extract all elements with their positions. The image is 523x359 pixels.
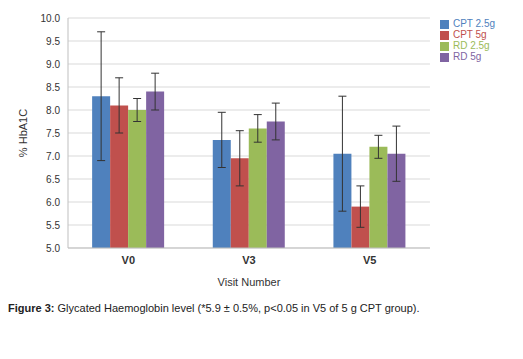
html-text:CPT 5g: CPT 5g — [452, 29, 487, 40]
html-text:RD 5g: RD 5g — [452, 51, 482, 62]
svg-text:9.5: 9.5 — [46, 36, 60, 47]
svg-text:10.0: 10.0 — [41, 13, 61, 24]
svg-text:V5: V5 — [363, 254, 376, 266]
svg-text:6.0: 6.0 — [46, 197, 60, 208]
html-text:Figure 3: Glycated Haemoglobin: Figure 3: Glycated Haemoglobin level (*5… — [8, 302, 420, 314]
svg-text:7.0: 7.0 — [46, 151, 60, 162]
svg-text:5.0: 5.0 — [46, 243, 60, 254]
svg-text:7.5: 7.5 — [46, 128, 60, 139]
svg-text:8.0: 8.0 — [46, 105, 60, 116]
svg-text:9.0: 9.0 — [46, 59, 60, 70]
svg-text:% HbA1C: % HbA1C — [17, 109, 29, 157]
html-text:RD 2.5g: RD 2.5g — [452, 40, 490, 51]
svg-text:V0: V0 — [122, 254, 135, 266]
svg-text:6.5: 6.5 — [46, 174, 60, 185]
svg-text:8.5: 8.5 — [46, 82, 60, 93]
svg-text:5.5: 5.5 — [46, 220, 60, 231]
html-text:CPT 2.5g: CPT 2.5g — [452, 18, 495, 29]
svg-text:Visit Number: Visit Number — [218, 276, 281, 288]
svg-text:V3: V3 — [242, 254, 255, 266]
